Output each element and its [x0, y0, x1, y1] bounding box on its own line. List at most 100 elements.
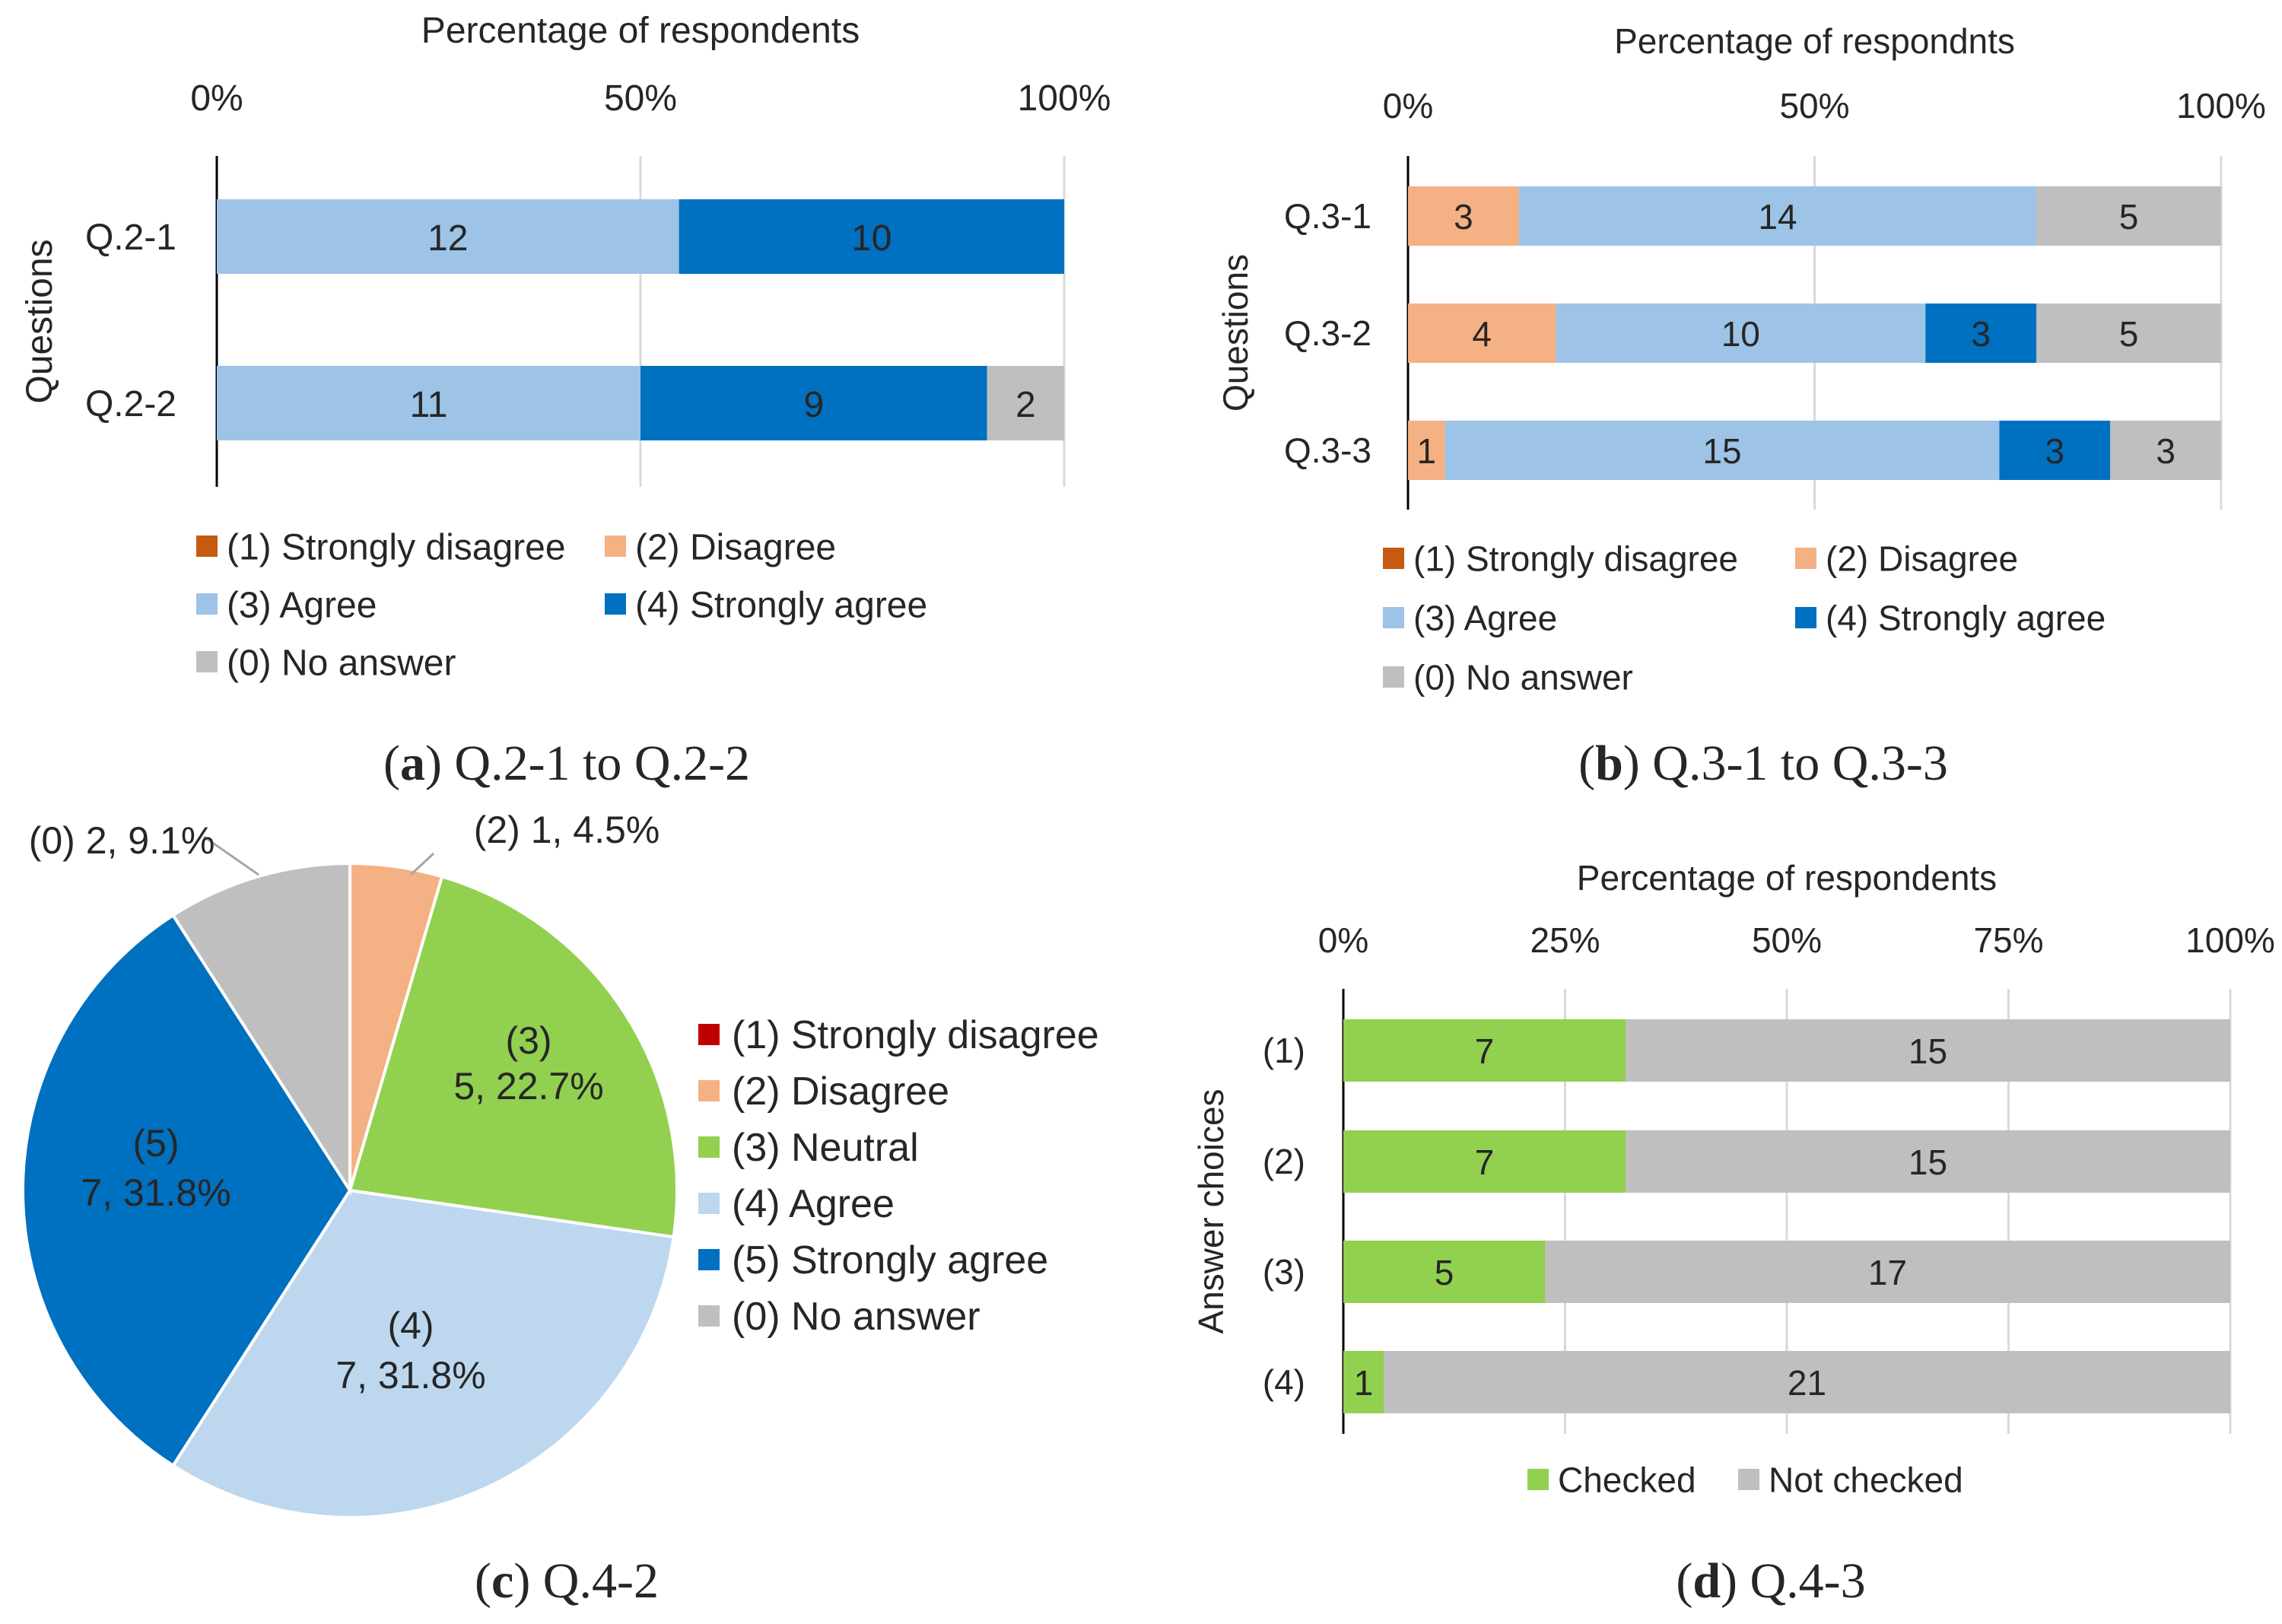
bar-segment: [217, 199, 679, 274]
bar-segment: [1408, 421, 1445, 480]
legend-swatch: [196, 593, 218, 615]
bar-segment: [679, 199, 1064, 274]
bar-segment: [1408, 304, 1556, 363]
bar-segment: [1626, 1130, 2230, 1193]
legend-swatch: [698, 1080, 720, 1101]
category-label: Q.3-2: [1284, 313, 1371, 353]
y-axis-label: Questions: [20, 239, 60, 403]
bar-segment: [1556, 304, 1926, 363]
category-label: (4): [1263, 1362, 1305, 1402]
data-label: 7: [1475, 1143, 1495, 1182]
legend-swatch: [1795, 607, 1816, 628]
category-label: (2): [1263, 1142, 1305, 1181]
legend-swatch: [1383, 548, 1404, 569]
pie-slice: [348, 874, 679, 1239]
data-label: 4: [1472, 314, 1492, 354]
legend-label: (3) Neutral: [732, 1126, 919, 1170]
data-label: 7: [1475, 1031, 1495, 1071]
legend-label: (0) No answer: [227, 643, 456, 683]
bar-segment: [2036, 186, 2221, 246]
bar-segment: [1925, 304, 2037, 363]
data-label: 2: [1015, 385, 1036, 425]
x-tick-label: 50%: [604, 78, 677, 119]
caption-letter: c: [491, 1553, 513, 1609]
data-label: 3: [2045, 431, 2065, 471]
panel-c-chart: (3)5, 22.7% (4) 7, 31.8% (5) 7, 31.8% (0) 2, …: [21, 809, 1099, 1609]
x-tick-label: 25%: [1530, 920, 1600, 960]
category-label: Q.3-3: [1284, 431, 1371, 470]
legend-swatch: [196, 536, 218, 557]
slice-label-bottom: 7, 31.8%: [81, 1171, 230, 1214]
caption-paren: ): [513, 1553, 542, 1609]
caption-letter: a: [400, 736, 425, 791]
panel-d-chart: Percentage of respondents 0% 25% 50% 75% 100%…: [1191, 858, 2275, 1609]
bar-segment: [1518, 186, 2037, 246]
legend-label: Not checked: [1769, 1460, 1963, 1500]
bar-segment: [1408, 186, 1519, 246]
data-label: 10: [851, 218, 892, 259]
data-label: 3: [1454, 197, 1473, 237]
bar-segment: [987, 366, 1064, 440]
legend-label: (1) Strongly disagree: [227, 527, 566, 567]
legend-label: (1) Strongly disagree: [732, 1013, 1099, 1057]
data-label: 15: [1909, 1031, 1947, 1071]
slice-label-top: (3): [505, 1019, 551, 1062]
bar-segment: [1384, 1351, 2230, 1413]
x-tick-label: 50%: [1779, 86, 1849, 126]
bar-segment: [1343, 1351, 1384, 1413]
legend-swatch: [605, 536, 626, 557]
bar-segment: [217, 366, 640, 440]
x-tick-label: 0%: [190, 78, 243, 119]
bar-segment: [640, 366, 987, 440]
legend-label: (2) Disagree: [635, 527, 836, 567]
panel-a-chart: Percentage of respondents 0% 50% 100% Questi…: [20, 11, 1111, 791]
legend-label: Checked: [1558, 1460, 1696, 1500]
data-label: 11: [410, 385, 448, 425]
caption-text: Q.2-1 to Q.2-2: [454, 736, 750, 791]
legend-label: (4) Strongly agree: [1826, 599, 2106, 638]
legend-swatch: [698, 1193, 720, 1214]
caption-text: Q.3-1 to Q.3-3: [1652, 736, 1948, 791]
legend-swatch: [1383, 607, 1404, 628]
legend-label: (3) Agree: [1413, 599, 1557, 638]
panel-b-chart: Percentage of respondnts 0% 50% 100% Questio…: [1216, 21, 2266, 791]
legend-swatch: [1383, 666, 1404, 688]
chart-title: Percentage of respondnts: [1614, 21, 2015, 61]
data-label: 3: [1971, 314, 1991, 354]
slice-label-outside: (0) 2, 9.1%: [29, 819, 215, 862]
data-label: 5: [2119, 197, 2139, 237]
legend-swatch: [605, 593, 626, 615]
legend-swatch: [698, 1249, 720, 1270]
x-tick-label: 100%: [2176, 86, 2266, 126]
leader-line: [203, 835, 259, 876]
caption-paren: ): [1623, 736, 1652, 791]
data-label: 10: [1721, 314, 1760, 354]
bar-segment: [1445, 421, 2000, 480]
data-label: 15: [1702, 431, 1741, 471]
caption-text: Q.4-2: [543, 1553, 659, 1609]
caption-letter: d: [1692, 1553, 1721, 1609]
legend-label: (1) Strongly disagree: [1413, 539, 1738, 579]
legend-swatch: [698, 1136, 720, 1158]
pie-slice: [21, 913, 352, 1468]
bar-segment: [1545, 1241, 2230, 1303]
caption-paren: ): [425, 736, 454, 791]
x-tick-label: 0%: [1383, 86, 1433, 126]
legend-swatch: [1795, 548, 1816, 569]
x-tick-label: 100%: [2185, 920, 2275, 960]
bar-segment: [2110, 421, 2221, 480]
data-label: 17: [1868, 1253, 1907, 1292]
data-label: 14: [1758, 197, 1797, 237]
bar-segment: [1343, 1241, 1545, 1303]
data-label: 9: [804, 385, 825, 425]
panel-caption: (c) Q.4-2: [475, 1553, 659, 1609]
bar-segment: [1626, 1019, 2230, 1082]
slice-label-top: (4): [387, 1305, 434, 1347]
data-label: 5: [1435, 1253, 1454, 1292]
slice-label-bottom: 5, 22.7%: [453, 1065, 603, 1108]
caption-paren: (: [1578, 736, 1595, 791]
bar-segment: [1343, 1019, 1626, 1082]
x-tick-label: 75%: [1973, 920, 2043, 960]
category-label: Q.2-2: [85, 384, 176, 424]
